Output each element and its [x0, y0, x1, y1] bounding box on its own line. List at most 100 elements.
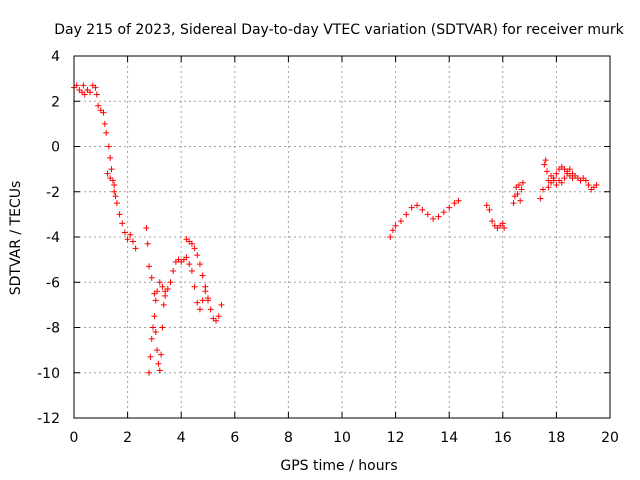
data-point — [129, 238, 136, 245]
x-tick-label: 18 — [547, 430, 565, 446]
data-point — [194, 252, 201, 259]
x-tick-label: 14 — [440, 430, 458, 446]
data-point — [144, 240, 151, 247]
data-point — [111, 188, 118, 195]
data-point — [104, 170, 111, 177]
y-tick-label: 0 — [51, 140, 60, 156]
data-point — [87, 89, 94, 96]
data-point — [119, 220, 126, 227]
y-tick-label: 4 — [51, 49, 60, 65]
x-tick-label: 20 — [601, 430, 619, 446]
data-point — [517, 197, 524, 204]
data-point — [95, 102, 102, 109]
data-point — [107, 154, 114, 161]
data-point — [566, 166, 573, 173]
data-point — [167, 279, 174, 286]
data-point — [188, 267, 195, 274]
y-tick-label: -6 — [46, 275, 60, 291]
data-point — [541, 161, 548, 168]
data-point — [73, 82, 80, 89]
data-point — [455, 197, 462, 204]
data-point — [159, 324, 166, 331]
data-point — [430, 215, 437, 222]
y-tick-label: 2 — [51, 94, 60, 110]
data-point — [389, 227, 396, 234]
data-point — [542, 157, 549, 164]
data-point — [451, 200, 458, 207]
data-point — [553, 181, 560, 188]
data-point — [569, 170, 576, 177]
data-point — [435, 213, 442, 220]
data-point — [108, 166, 115, 173]
data-point — [585, 181, 592, 188]
data-point — [152, 297, 159, 304]
data-point — [194, 299, 201, 306]
data-point — [215, 313, 222, 320]
data-point — [446, 204, 453, 211]
data-point — [424, 211, 431, 218]
data-point — [92, 84, 99, 91]
data-point — [183, 254, 190, 261]
x-tick-label: 8 — [284, 430, 293, 446]
y-tick-label: -8 — [46, 321, 60, 337]
data-point — [419, 206, 426, 213]
data-point — [147, 353, 154, 360]
data-point — [537, 195, 544, 202]
data-point — [148, 274, 155, 281]
data-point — [162, 288, 169, 295]
chart-title: Day 215 of 2023, Sidereal Day-to-day VTE… — [54, 22, 624, 38]
data-point — [186, 261, 193, 268]
data-point — [392, 222, 399, 229]
data-point — [205, 297, 211, 304]
data-point — [440, 209, 447, 216]
data-point — [156, 367, 163, 374]
data-point — [213, 317, 220, 324]
data-point — [146, 369, 153, 376]
data-point — [107, 175, 114, 182]
data-point — [146, 263, 153, 270]
data-point — [81, 91, 88, 98]
data-point — [103, 129, 110, 136]
data-point — [483, 202, 490, 209]
data-point — [191, 283, 198, 290]
data-point — [154, 288, 161, 295]
data-point — [159, 283, 166, 290]
data-point — [489, 218, 496, 225]
x-tick-label: 4 — [177, 430, 186, 446]
data-point — [515, 181, 522, 188]
data-point — [156, 279, 163, 286]
data-point — [199, 272, 206, 279]
data-point — [408, 204, 415, 211]
data-point — [199, 297, 206, 304]
data-point — [170, 267, 177, 274]
data-point — [403, 211, 410, 218]
data-point — [143, 224, 150, 231]
y-axis-label: SDTVAR / TECUs — [8, 181, 24, 296]
data-point — [150, 324, 157, 331]
data-point — [113, 200, 120, 207]
data-point — [544, 168, 551, 175]
data-point — [151, 313, 158, 320]
grid — [74, 56, 610, 418]
data-point — [148, 335, 155, 342]
data-point — [518, 186, 525, 193]
x-tick-label: 16 — [494, 430, 512, 446]
data-point — [501, 224, 508, 231]
data-point — [486, 206, 493, 213]
x-tick-label: 0 — [70, 430, 79, 446]
data-point — [112, 193, 119, 200]
data-point — [561, 175, 568, 182]
y-tick-label: -4 — [46, 230, 60, 246]
data-point — [593, 181, 600, 188]
data-point — [191, 245, 198, 252]
x-tick-label: 2 — [123, 430, 132, 446]
x-tick-label: 6 — [230, 430, 239, 446]
data-point — [510, 200, 517, 207]
data-point — [160, 301, 167, 308]
data-point — [105, 143, 112, 150]
x-tick-label: 10 — [333, 430, 351, 446]
data-point — [158, 351, 165, 358]
data-point — [397, 218, 404, 225]
data-point — [111, 181, 118, 188]
